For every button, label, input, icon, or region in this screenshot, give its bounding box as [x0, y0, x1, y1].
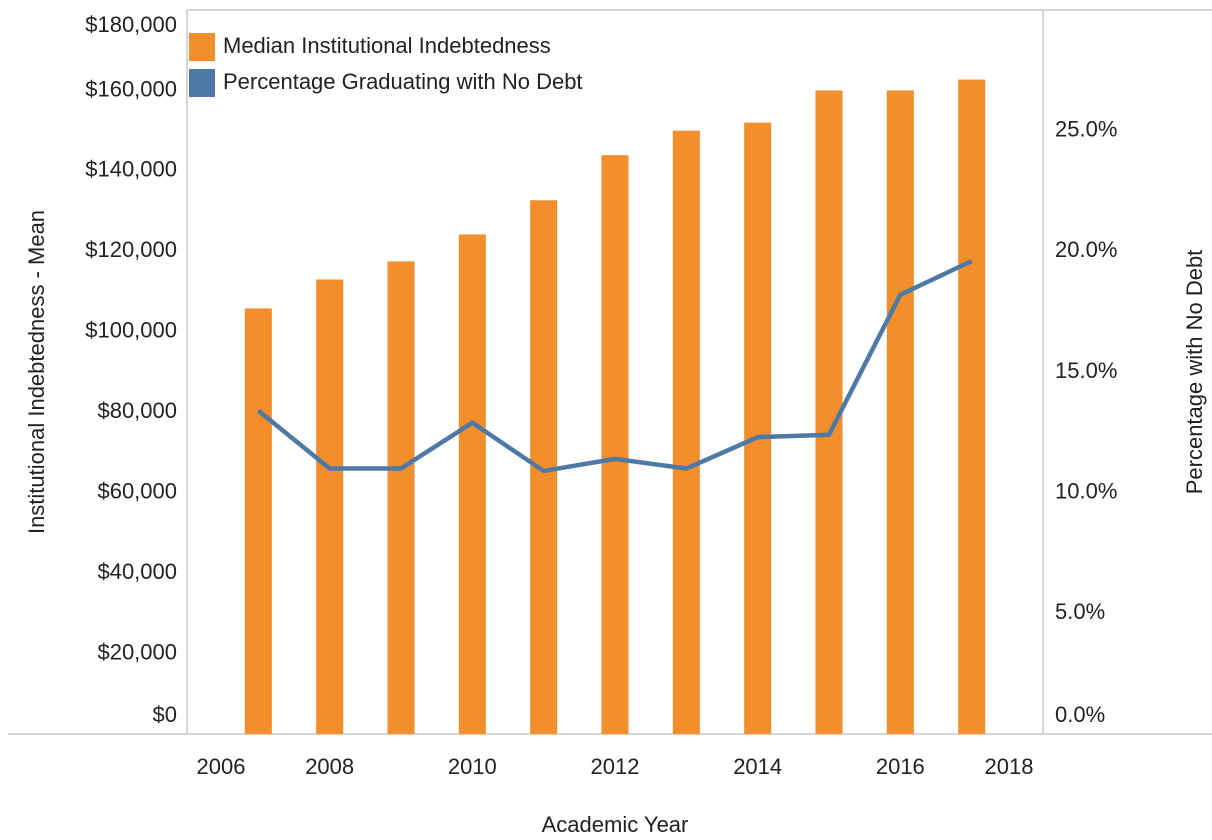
- y2-axis-title: Percentage with No Debt: [1182, 250, 1207, 495]
- y-tick-label: $140,000: [85, 157, 177, 182]
- y-axis-title: Institutional Indebtedness - Mean: [24, 210, 49, 534]
- x-tick-label: 2008: [305, 754, 354, 779]
- x-tick-label: 2010: [448, 754, 497, 779]
- bar: [672, 130, 700, 734]
- legend-swatch: [189, 69, 215, 97]
- bar: [458, 234, 486, 734]
- x-axis-title: Academic Year: [542, 812, 689, 837]
- y-tick-label: $120,000: [85, 237, 177, 262]
- y-tick-label: $60,000: [97, 478, 177, 503]
- y2-tick-label: 20.0%: [1055, 237, 1117, 262]
- y-tick-label: $80,000: [97, 398, 177, 423]
- y-tick-label: $100,000: [85, 318, 177, 343]
- legend-label: Median Institutional Indebtedness: [223, 33, 551, 58]
- bar: [958, 79, 986, 734]
- bar: [316, 279, 344, 734]
- y-tick-label: $180,000: [85, 12, 177, 37]
- y2-tick-label: 10.0%: [1055, 478, 1117, 503]
- y2-tick-label: 15.0%: [1055, 358, 1117, 383]
- bar: [244, 308, 272, 734]
- y-tick-label: $0: [153, 702, 177, 727]
- y2-tick-label: 5.0%: [1055, 599, 1105, 624]
- y-tick-label: $40,000: [97, 559, 177, 584]
- bar: [886, 90, 914, 734]
- legend-swatch: [189, 33, 215, 61]
- y2-tick-label: 25.0%: [1055, 116, 1117, 141]
- y-tick-label: $160,000: [85, 76, 177, 101]
- x-tick-label: 2006: [197, 754, 246, 779]
- bar: [601, 155, 629, 735]
- y-tick-label: $20,000: [97, 639, 177, 664]
- x-tick-label: 2014: [733, 754, 782, 779]
- x-tick-label: 2012: [591, 754, 640, 779]
- x-tick-label: 2016: [876, 754, 925, 779]
- y2-tick-label: 0.0%: [1055, 702, 1105, 727]
- x-tick-label: 2018: [985, 754, 1034, 779]
- bar: [387, 261, 415, 734]
- bar: [744, 122, 772, 735]
- line: [256, 258, 973, 474]
- legend-label: Percentage Graduating with No Debt: [223, 69, 583, 94]
